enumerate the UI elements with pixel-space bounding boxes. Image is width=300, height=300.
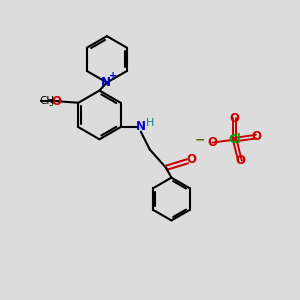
Text: N: N [136, 120, 146, 133]
Text: O: O [186, 153, 196, 166]
Text: O: O [235, 154, 245, 167]
Text: H: H [146, 118, 154, 128]
Text: O: O [207, 136, 218, 149]
Text: Cl: Cl [228, 133, 241, 146]
Text: −: − [195, 133, 205, 146]
Text: CH: CH [39, 96, 54, 106]
Text: N: N [100, 76, 110, 89]
Text: +: + [110, 71, 118, 81]
Text: O: O [51, 95, 62, 108]
Text: 3: 3 [48, 99, 53, 108]
Text: O: O [251, 130, 261, 143]
Text: O: O [230, 112, 240, 125]
